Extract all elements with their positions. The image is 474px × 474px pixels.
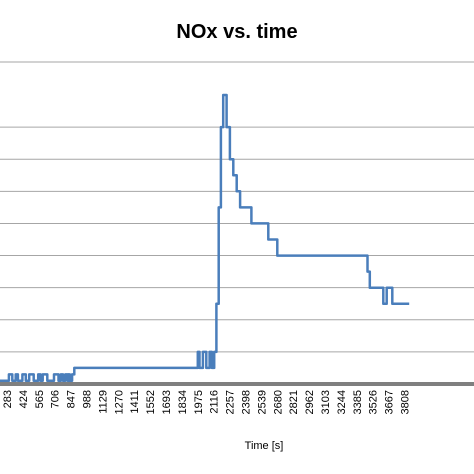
x-tick-label: 565 <box>34 390 46 408</box>
x-tick-label: 3385 <box>352 390 364 414</box>
x-tick-label: 2962 <box>304 390 316 414</box>
x-tick-label: 1270 <box>113 390 125 414</box>
x-tick-label: 3103 <box>320 390 332 414</box>
x-tick-label: 2257 <box>225 390 237 414</box>
x-tick-label: 283 <box>2 390 14 408</box>
x-tick-label: 424 <box>18 390 30 408</box>
x-tick-label: 3667 <box>384 390 396 414</box>
x-tick-label: 988 <box>82 390 94 408</box>
x-tick-label: 1693 <box>161 390 173 414</box>
x-tick-label: 1411 <box>129 390 141 414</box>
x-tick-label: 1129 <box>97 390 109 414</box>
x-tick-labels: 283 424 565 706 847 988 1129 1270 1411 1552 1693 18… <box>2 390 412 414</box>
x-tick-label: 2821 <box>288 390 300 414</box>
x-tick-label: 3808 <box>400 390 412 414</box>
x-tick-label: 847 <box>66 390 78 408</box>
series-line-0 <box>0 93 410 383</box>
x-tick-label: 1975 <box>193 390 205 414</box>
x-tick-label: 2539 <box>256 390 268 414</box>
x-tick-label: 3526 <box>368 390 380 414</box>
gridlines <box>0 61 474 353</box>
x-tick-label: 3244 <box>336 390 348 414</box>
x-axis-label: Time [s] <box>245 440 284 452</box>
series-layer <box>0 93 410 383</box>
x-tick-label: 1834 <box>177 390 189 414</box>
x-tick-label: 2116 <box>209 390 221 414</box>
x-tick-label: 2680 <box>272 390 284 414</box>
chart-title: NOx vs. time <box>176 21 297 43</box>
x-tick-label: 706 <box>50 390 62 408</box>
x-tick-label: 2398 <box>241 390 253 414</box>
x-tick-label: 1552 <box>145 390 157 414</box>
